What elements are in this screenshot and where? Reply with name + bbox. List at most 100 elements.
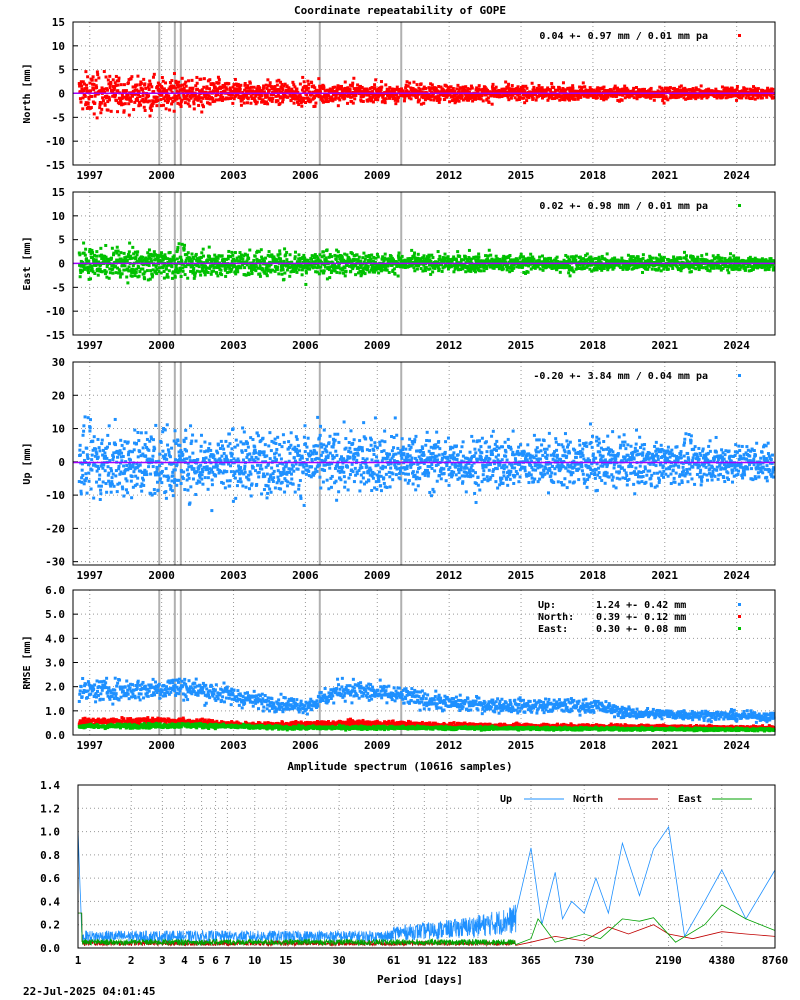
data-point [558, 98, 562, 102]
data-point [474, 258, 478, 262]
data-point [465, 96, 469, 100]
data-point [160, 93, 164, 97]
data-point [553, 96, 557, 100]
data-point [128, 97, 132, 101]
data-point [224, 267, 228, 271]
data-point [195, 87, 199, 91]
data-point [201, 105, 205, 109]
data-point [391, 93, 395, 97]
data-point [147, 261, 151, 265]
data-point [310, 257, 314, 261]
data-point [742, 87, 746, 91]
data-point [246, 96, 250, 100]
data-point [738, 267, 742, 271]
data-point [139, 81, 143, 85]
data-point [176, 101, 180, 105]
data-point [416, 90, 420, 94]
data-point [170, 90, 174, 94]
data-point [516, 259, 520, 263]
data-point [476, 89, 480, 93]
data-point [688, 93, 692, 97]
data-point [243, 83, 247, 87]
data-point [370, 264, 374, 268]
data-point [718, 257, 722, 261]
y-tick-label: 15 [52, 186, 65, 199]
x-tick-label: 1997 [77, 569, 104, 582]
data-point [227, 254, 231, 258]
data-point [725, 86, 729, 90]
data-point [611, 259, 615, 263]
data-point [393, 98, 397, 102]
data-point [501, 265, 505, 269]
data-point [325, 277, 329, 281]
data-point [270, 253, 274, 257]
data-point [82, 251, 86, 255]
data-point [174, 94, 178, 98]
data-point [300, 100, 304, 104]
data-point [260, 255, 264, 259]
data-point [681, 265, 685, 269]
data-point [633, 258, 637, 262]
data-point [113, 95, 117, 99]
data-point [588, 263, 592, 267]
data-point [276, 265, 280, 269]
data-point [250, 96, 254, 100]
data-point [771, 96, 775, 100]
data-point [336, 84, 340, 88]
data-point [78, 453, 82, 457]
data-point [671, 263, 675, 267]
data-point [95, 254, 99, 258]
data-point [395, 93, 399, 97]
data-point [295, 87, 299, 91]
data-point [230, 267, 234, 271]
data-point [199, 100, 203, 104]
data-point [522, 270, 526, 274]
data-point [753, 97, 757, 101]
data-point [446, 255, 450, 259]
data-point [486, 254, 490, 258]
data-point [728, 92, 732, 96]
data-point [606, 95, 610, 99]
data-point [677, 95, 681, 99]
data-point [139, 267, 143, 271]
data-point [268, 98, 272, 102]
data-point [223, 82, 227, 86]
data-point [301, 255, 305, 259]
data-point [266, 78, 270, 82]
data-point [364, 263, 368, 267]
data-point [369, 260, 373, 264]
data-point [231, 85, 235, 89]
data-point [297, 94, 301, 98]
data-point [214, 89, 218, 93]
data-point [84, 257, 88, 261]
data-point [307, 82, 311, 86]
x-tick-label: 2012 [436, 569, 463, 582]
data-point [292, 101, 296, 105]
data-point [159, 98, 163, 102]
data-point [581, 264, 585, 268]
data-point [114, 93, 118, 97]
data-point [262, 259, 266, 263]
data-point [492, 266, 496, 270]
data-point [464, 270, 468, 274]
data-point [191, 93, 195, 97]
data-point [452, 255, 456, 259]
data-point [705, 252, 709, 256]
data-point [362, 251, 366, 255]
data-point [81, 107, 85, 111]
data-point [101, 90, 105, 94]
data-point [720, 256, 724, 260]
data-point [751, 95, 755, 99]
data-point [383, 256, 387, 260]
data-point [193, 93, 197, 97]
data-point [292, 269, 296, 273]
data-point [152, 90, 156, 94]
data-point [668, 89, 672, 93]
data-point [136, 98, 140, 102]
data-point [275, 268, 279, 272]
data-point [519, 252, 523, 256]
data-point [386, 264, 390, 268]
x-tick-label: 2003 [220, 339, 247, 352]
data-point [241, 96, 245, 100]
data-point [359, 99, 363, 103]
